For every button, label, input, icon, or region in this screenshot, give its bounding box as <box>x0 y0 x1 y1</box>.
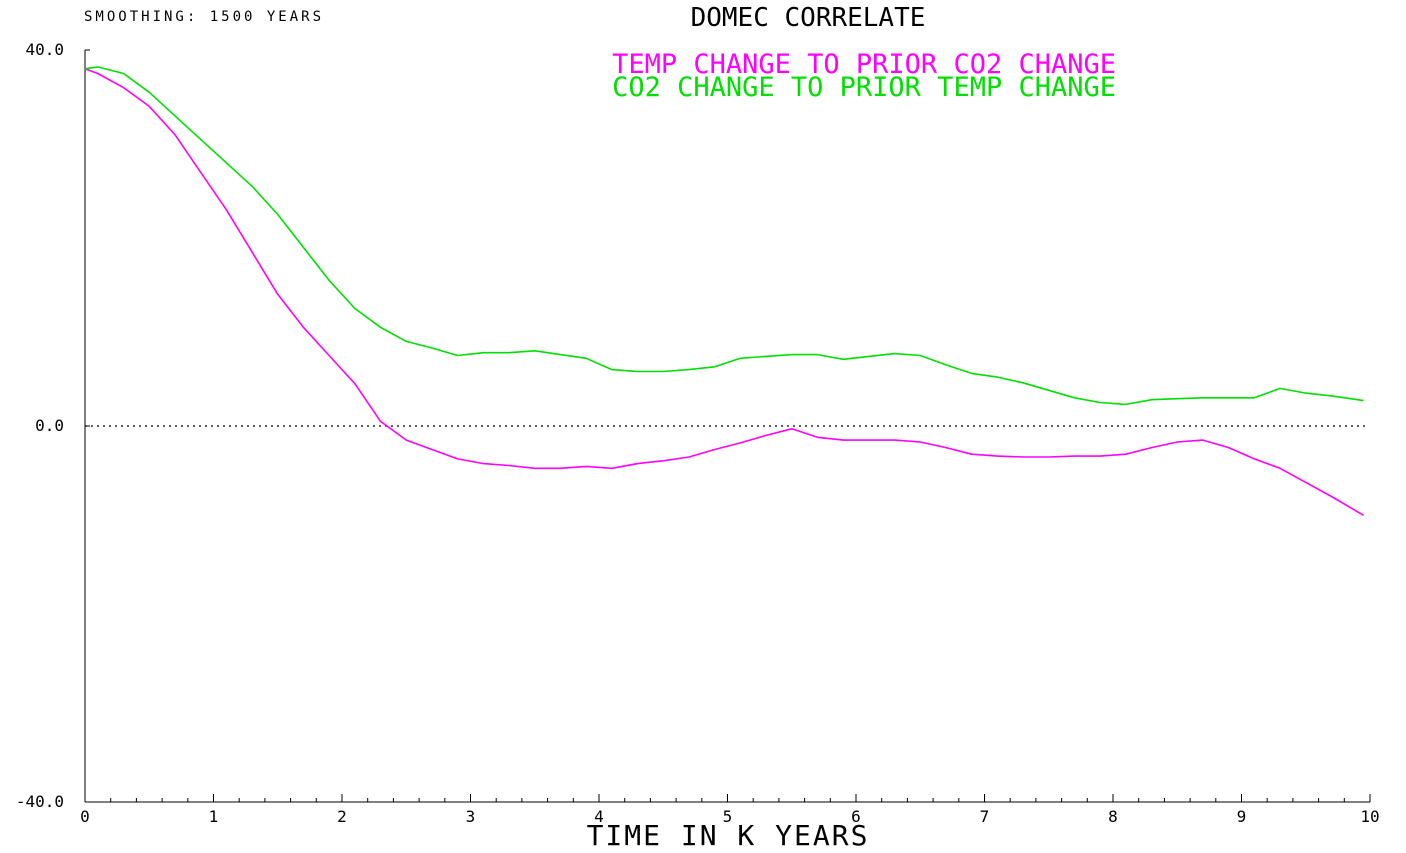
x-tick-label: 7 <box>980 807 990 826</box>
x-tick-label: 6 <box>851 807 861 826</box>
axis-ticks: 0 1 2 3 4 5 6 7 8 9 10 40.0 0.0 -40.0 <box>16 40 1380 826</box>
x-tick-label: 8 <box>1108 807 1118 826</box>
x-tick-label: 3 <box>466 807 476 826</box>
x-tick-label: 9 <box>1237 807 1247 826</box>
x-tick-label: 0 <box>80 807 90 826</box>
x-tick-label: 1 <box>209 807 219 826</box>
legend-entry-temp: TEMP CHANGE TO PRIOR CO2 CHANGE <box>612 49 1116 80</box>
series-line-temp-to-prior-co2 <box>84 68 1365 516</box>
x-tick-label: 4 <box>594 807 604 826</box>
chart-title: DOMEC CORRELATE <box>691 3 926 33</box>
y-tick-label: -40.0 <box>16 792 64 811</box>
x-axis-label: TIME IN K YEARS <box>587 819 870 848</box>
legend-entry-co2: CO2 CHANGE TO PRIOR TEMP CHANGE <box>612 72 1116 103</box>
series-line-co2-to-prior-temp <box>84 66 1364 406</box>
x-tick-label: 5 <box>723 807 733 826</box>
x-tick-label: 2 <box>337 807 347 826</box>
data-series <box>84 66 1365 516</box>
x-tick-label: 10 <box>1360 807 1379 826</box>
chart-subtitle: SMOOTHING: 1500 YEARS <box>84 9 324 25</box>
y-tick-label: 0.0 <box>35 416 64 435</box>
y-tick-label: 40.0 <box>25 40 64 59</box>
